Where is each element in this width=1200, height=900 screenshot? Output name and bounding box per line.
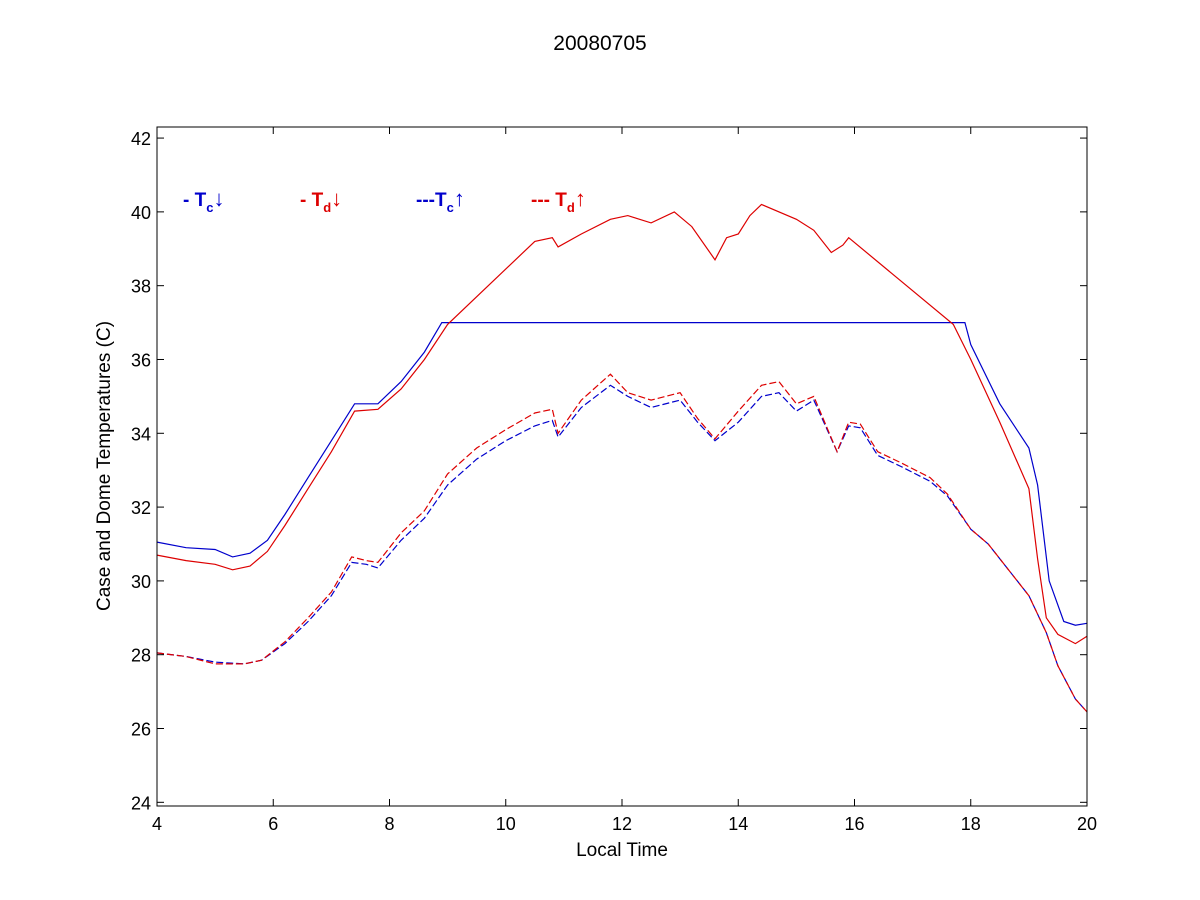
legend-prefix: --- T: [531, 190, 567, 211]
x-tick-label: 12: [612, 814, 632, 834]
x-tick-label: 16: [844, 814, 864, 834]
series-layer: [156, 203, 1088, 713]
x-tick-label: 6: [268, 814, 278, 834]
series-line-1: [156, 322, 1088, 626]
y-tick-label: 36: [131, 350, 151, 370]
legend-subscript: c: [446, 200, 454, 215]
series-line-2: [156, 203, 1088, 645]
x-axis-label: Local Time: [576, 840, 668, 861]
legend-item: - Td↓: [300, 186, 342, 215]
arrow-down-icon: ↓: [213, 186, 225, 211]
legend-subscript: c: [206, 200, 214, 215]
legend-prefix: ---T: [416, 190, 447, 211]
x-tick-label: 18: [961, 814, 981, 834]
legend-prefix: - T: [300, 190, 324, 211]
arrow-up-icon: ↑: [574, 186, 586, 211]
chart-title: 20080705: [553, 32, 647, 55]
y-tick-label: 42: [131, 129, 151, 149]
series-line-4: [156, 373, 1088, 713]
x-tick-label: 4: [152, 814, 162, 834]
y-tick-label: 24: [131, 793, 151, 813]
y-tick-label: 38: [131, 277, 151, 297]
x-tick-label: 8: [384, 814, 394, 834]
arrow-down-icon: ↓: [331, 186, 343, 211]
y-tick-label: 34: [131, 424, 151, 444]
arrow-up-icon: ↑: [453, 186, 465, 211]
legend-prefix: - T: [183, 190, 207, 211]
x-tick-label: 10: [496, 814, 516, 834]
y-tick-label: 40: [131, 203, 151, 223]
legend-item: - Tc↓: [183, 186, 224, 215]
y-tick-label: 32: [131, 498, 151, 518]
y-tick-label: 28: [131, 646, 151, 666]
x-tick-label: 20: [1077, 814, 1097, 834]
y-tick-label: 26: [131, 720, 151, 740]
x-tick-label: 14: [728, 814, 748, 834]
series-line-3: [156, 384, 1088, 713]
y-tick-label: 30: [131, 572, 151, 592]
plot-frame: [156, 126, 1088, 807]
legend-item: --- Td↑: [531, 186, 586, 215]
tick-layer: 4 6 8 10 12 14 16 18 20 24 26 28 30 32 34 36 38 40 42: [131, 127, 1097, 834]
legend-subscript: d: [566, 200, 575, 215]
legend-item: ---Tc↑: [416, 186, 465, 215]
y-axis-label: Case and Dome Temperatures (C): [94, 320, 115, 612]
legend-subscript: d: [323, 200, 332, 215]
